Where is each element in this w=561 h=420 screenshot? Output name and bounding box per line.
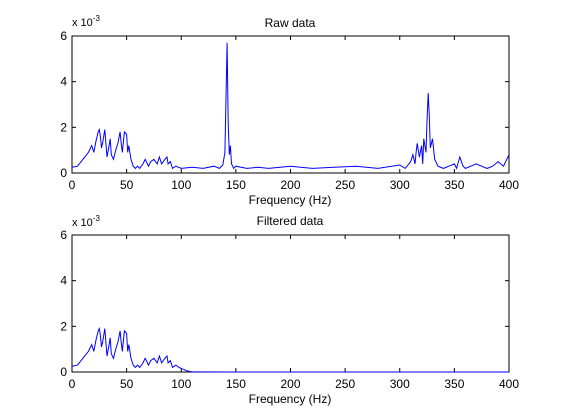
raw-data-y-tick-label: 4 (60, 75, 67, 89)
filtered-data-x-tick-label: 0 (69, 377, 76, 391)
filtered-data-y-exponent: x 10-3 (72, 214, 100, 229)
filtered-data-x-tick-label: 300 (390, 377, 410, 391)
raw-data-x-tick-label: 300 (390, 178, 410, 192)
raw-data-x-tick-label: 200 (280, 178, 300, 192)
raw-data-x-tick-label: 400 (499, 178, 519, 192)
filtered-data-series-line (71, 326, 509, 373)
raw-data-x-tick-label: 350 (444, 178, 464, 192)
raw-data-x-tick-label: 50 (120, 178, 134, 192)
filtered-data-x-tick-label: 50 (120, 377, 134, 391)
filtered-data-y-exponent-base: x 10 (72, 217, 93, 229)
raw-data-plot-box (71, 35, 510, 174)
filtered-data-x-tick-label: 350 (444, 377, 464, 391)
filtered-data-y-tick-label: 4 (60, 274, 67, 288)
raw-data-y-tick-label: 2 (60, 120, 67, 134)
raw-data-x-tick-label: 250 (335, 178, 355, 192)
raw-data-x-axis-label: Frequency (Hz) (249, 193, 332, 207)
raw-data-y-tick-label: 0 (60, 166, 67, 180)
filtered-data-x-tick-label: 200 (280, 377, 300, 391)
filtered-data-plot-box (71, 234, 510, 373)
filtered-data-y-tick-label: 0 (60, 365, 67, 379)
raw-data-tick-group: 0 50 100 150 200 250 300 350 400 0 2 4 6 (60, 29, 519, 192)
raw-data-y-exponent: x 10-3 (72, 14, 100, 29)
raw-data-y-tick-label: 6 (60, 29, 67, 43)
filtered-data-tick-group: 0 50 100 150 200 250 300 350 400 0 2 4 6 (60, 228, 519, 391)
filtered-data-x-tick-label: 150 (226, 377, 246, 391)
raw-data-y-exponent-power: -3 (93, 14, 101, 23)
filtered-data-x-tick-label: 250 (335, 377, 355, 391)
filtered-data-x-axis-label: Frequency (Hz) (249, 392, 332, 406)
raw-data-x-tick-label: 100 (171, 178, 191, 192)
filtered-data-y-tick-label: 2 (60, 319, 67, 333)
filtered-data-title: Filtered data (257, 214, 324, 228)
raw-data-title: Raw data (265, 16, 316, 30)
filtered-data-x-tick-label: 400 (499, 377, 519, 391)
filtered-data-axes: Filtered data x 10-3 0 50 100 150 200 250 300 3… (60, 214, 519, 406)
raw-data-series-line (71, 42, 510, 170)
raw-data-x-tick-label: 150 (226, 178, 246, 192)
raw-data-y-exponent-base: x 10 (72, 17, 93, 29)
filtered-data-y-exponent-power: -3 (93, 214, 101, 223)
raw-data-x-tick-label: 0 (69, 178, 76, 192)
filtered-data-y-tick-label: 6 (60, 228, 67, 242)
raw-data-axes: Raw data x 10-3 0 50 100 150 200 250 300 350 400… (60, 14, 519, 207)
filtered-data-x-tick-label: 100 (171, 377, 191, 391)
